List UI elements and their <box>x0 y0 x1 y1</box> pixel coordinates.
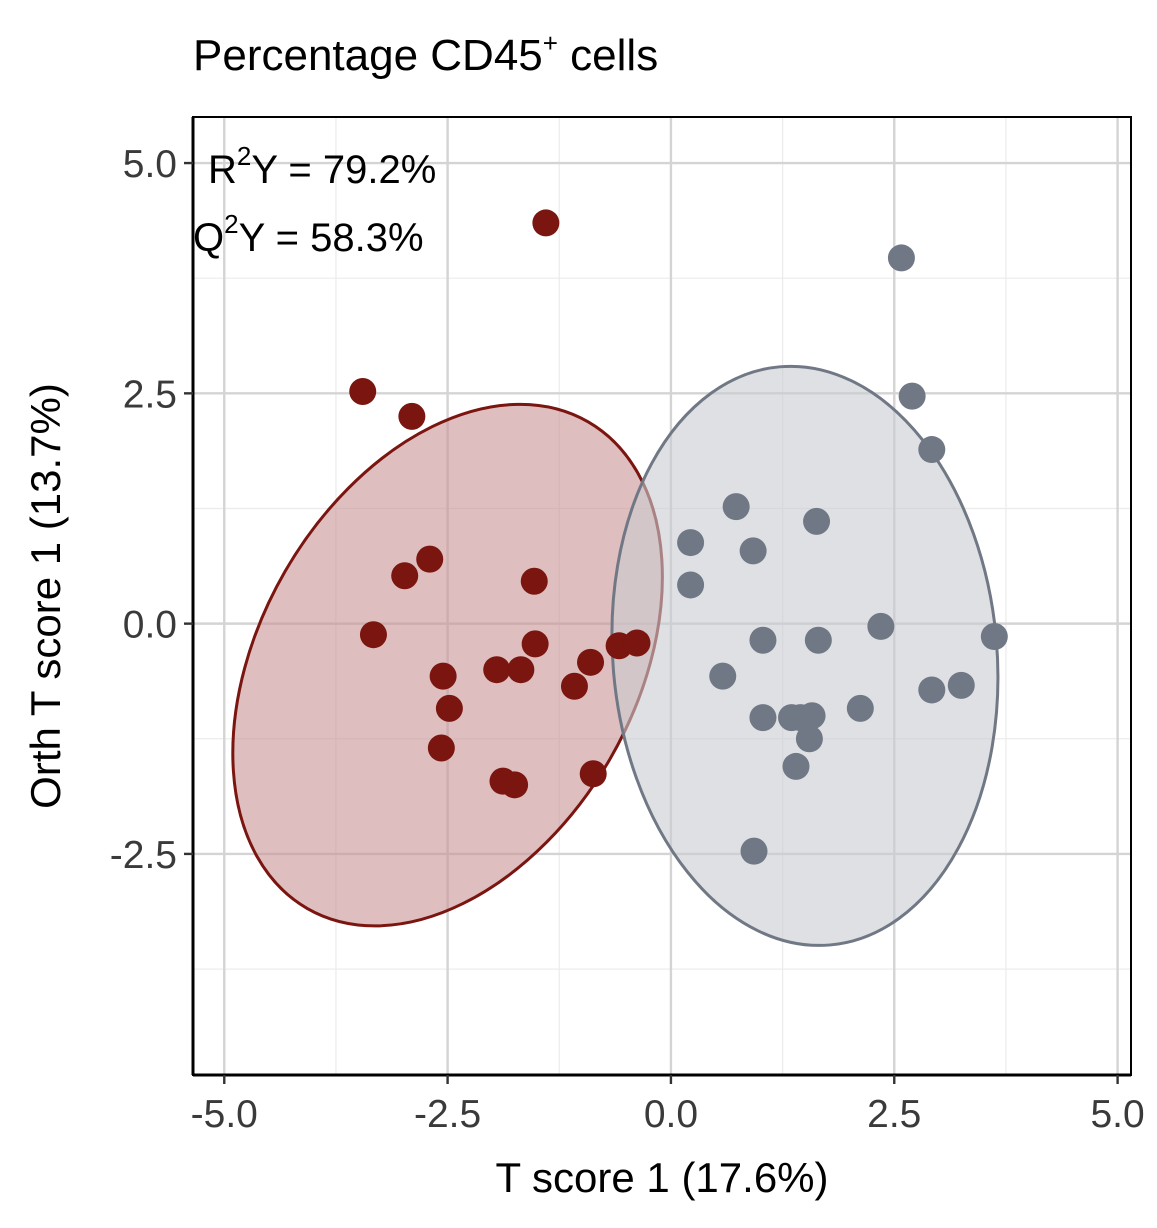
data-point-group-2 <box>918 676 946 704</box>
data-point-group-1 <box>349 378 377 406</box>
data-point-group-1 <box>560 672 588 700</box>
data-point-group-2 <box>887 244 915 272</box>
data-point-group-2 <box>677 571 705 599</box>
r2y-annotation: R2Y = 79.2% <box>208 141 436 192</box>
data-point-group-2 <box>749 704 777 732</box>
data-point-group-2 <box>846 694 874 722</box>
x-tick-label: 0.0 <box>644 1093 698 1136</box>
x-tick-label: -5.0 <box>191 1093 258 1136</box>
data-point-group-2 <box>980 623 1008 651</box>
y-axis-title: Orth T score 1 (13.7%) <box>22 383 69 809</box>
data-point-group-1 <box>532 209 560 237</box>
data-point-group-2 <box>867 612 895 640</box>
data-point-group-1 <box>391 562 419 590</box>
data-point-group-1 <box>416 545 444 573</box>
data-point-group-2 <box>749 626 777 654</box>
y-tick-label: 0.0 <box>123 604 177 647</box>
y-tick-label: 2.5 <box>123 373 177 416</box>
q2y-annotation: Q2Y = 58.3% <box>193 209 424 260</box>
x-tick-label: -2.5 <box>414 1093 481 1136</box>
data-point-group-2 <box>803 507 831 535</box>
data-point-group-1 <box>520 567 548 595</box>
data-point-group-1 <box>398 402 426 430</box>
chart-title-superscript: + <box>543 28 558 58</box>
data-point-group-2 <box>898 382 926 410</box>
data-point-group-2 <box>918 436 946 464</box>
data-point-group-2 <box>677 529 705 557</box>
data-point-group-1 <box>429 662 457 690</box>
x-tick-label: 2.5 <box>867 1093 921 1136</box>
data-point-group-2 <box>795 725 823 753</box>
data-point-group-1 <box>427 734 455 762</box>
tick-labels: -5.0 -2.5 0.0 2.5 5.0 -2.5 0.0 2.5 5.0 <box>110 143 1145 1136</box>
data-points <box>349 209 1008 865</box>
x-tick-label: 5.0 <box>1090 1093 1144 1136</box>
data-point-group-1 <box>507 656 535 684</box>
data-point-group-1 <box>435 694 463 722</box>
data-point-group-1 <box>501 771 529 799</box>
data-point-group-2 <box>739 537 767 565</box>
data-point-group-2 <box>947 671 975 699</box>
y-tick-label: 5.0 <box>123 143 177 186</box>
chart-title-main: Percentage CD45 <box>193 31 543 80</box>
data-point-group-2 <box>722 493 750 521</box>
data-point-group-2 <box>782 752 810 780</box>
panel-border <box>191 116 1132 1077</box>
data-point-group-2 <box>709 662 737 690</box>
data-point-group-1 <box>579 760 607 788</box>
chart-title: Percentage CD45+ cells <box>193 28 658 80</box>
axis-ticks <box>184 161 1119 1084</box>
data-point-group-1 <box>577 648 605 676</box>
y-tick-label: -2.5 <box>110 834 177 877</box>
data-point-group-2 <box>798 702 826 730</box>
confidence-ellipses <box>231 364 1000 947</box>
data-point-group-2 <box>804 626 832 654</box>
data-point-group-2 <box>740 837 768 865</box>
data-point-group-1 <box>521 630 549 658</box>
grid-major <box>193 117 1131 1075</box>
x-axis-title: T score 1 (17.6%) <box>495 1154 828 1201</box>
chart-title-suffix: cells <box>558 31 658 80</box>
data-point-group-1 <box>623 629 651 657</box>
data-point-group-1 <box>483 656 511 684</box>
confidence-ellipse-2 <box>610 364 1000 947</box>
data-point-group-1 <box>359 621 387 649</box>
